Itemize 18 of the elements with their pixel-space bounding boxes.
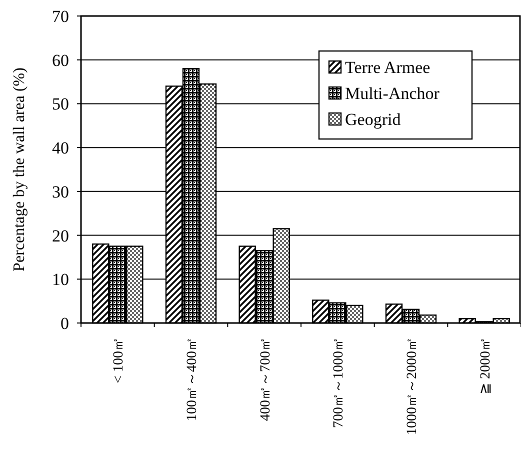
x-tick-label: < 100㎡: [112, 337, 127, 384]
legend-label: Multi-Anchor: [345, 84, 440, 103]
y-tick-label: 10: [52, 270, 69, 290]
legend-label: Geogrid: [345, 110, 402, 129]
x-tick-label: 1000㎡～2000㎡: [405, 337, 420, 435]
y-tick-label: 70: [52, 7, 69, 26]
y-tick-label: 40: [52, 138, 69, 158]
x-tick-label: 100㎡～400㎡: [185, 337, 200, 421]
legend-label: Terre Armee: [345, 58, 430, 77]
y-axis-title: Percentage by the wall area (%): [11, 68, 28, 272]
x-tick-label: 700㎡～1000㎡: [332, 337, 347, 428]
x-tick-label: 400㎡～700㎡: [258, 337, 274, 421]
y-tick-label: 0: [60, 314, 69, 333]
y-tick-label: 20: [52, 226, 69, 246]
y-tick-label: 50: [52, 94, 69, 114]
x-tick-label: ≧ 2000㎡: [478, 337, 494, 394]
y-tick-label: 60: [52, 50, 69, 70]
y-tick-label: 30: [52, 182, 69, 202]
